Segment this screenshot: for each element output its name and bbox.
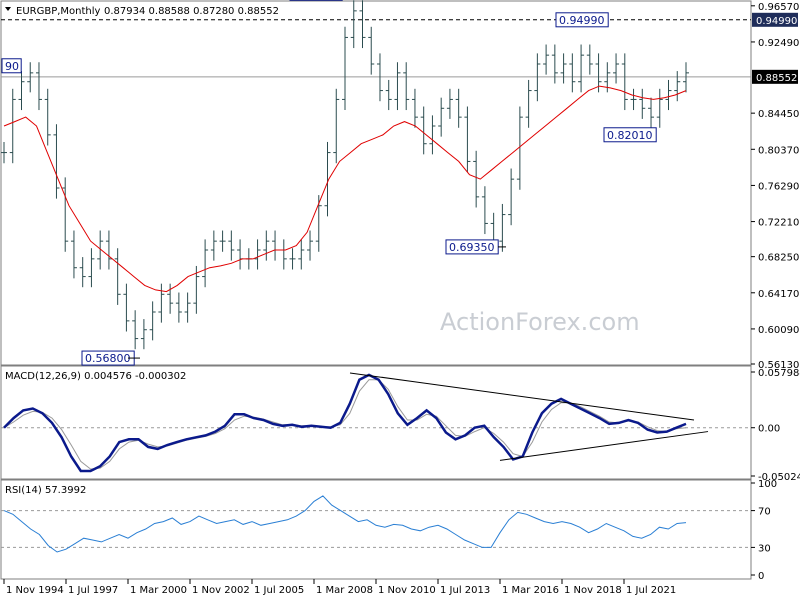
macd-layer	[1, 372, 751, 473]
date-axis-label: 1 Mar 2008	[316, 585, 373, 596]
moving-average-line	[3, 85, 687, 293]
macd-panel-frame	[0, 365, 752, 480]
price-axis-label: 0.72210	[758, 218, 799, 229]
macd-axis-label: 0.00	[758, 424, 780, 435]
price-level-label: 90	[5, 60, 19, 73]
date-axis-label: 1 Nov 1994	[6, 585, 64, 596]
macd-line	[3, 373, 687, 473]
price-level-label: 0.94990	[559, 14, 605, 27]
price-axis-label: 0.84450	[758, 109, 799, 120]
price-level-label: 0.69350	[449, 241, 495, 254]
chart-ohlc: 0.87934 0.88588 0.87280 0.88552	[104, 6, 279, 17]
date-axis-label: 1 Nov 2010	[378, 585, 436, 596]
price-level-label-box	[555, 12, 609, 28]
date-axis-label: 1 Jul 1997	[68, 585, 118, 596]
price-level-label: 0.82010	[607, 129, 653, 142]
macd-lower-trendline	[499, 431, 709, 461]
date-axis-label: 1 Jul 2021	[626, 585, 676, 596]
price-marker-label: 0.88552	[756, 73, 797, 84]
price-axis-label: 0.76290	[758, 181, 799, 192]
price-level-label-box	[603, 127, 657, 143]
price-marker-box	[752, 69, 798, 84]
price-axis-label: 0.68250	[758, 253, 799, 264]
rsi-layer	[1, 495, 751, 553]
price-axis-label: 0.64170	[758, 289, 799, 300]
price-level-label-box	[1, 58, 22, 74]
date-axis-label: 1 Jul 2013	[440, 585, 490, 596]
price-axis-label: 0.80370	[758, 145, 799, 156]
price-axis-label: 0.92490	[758, 38, 799, 49]
rsi-axis-label: 0	[758, 571, 764, 582]
date-axis-label: 1 Mar 2016	[502, 585, 559, 596]
macd-title: MACD(12,26,9) 0.004576 -0.000302	[5, 371, 186, 382]
rsi-panel-frame	[0, 479, 752, 580]
price-axis-label: 0.60090	[758, 325, 799, 336]
price-axis-label: 0.56130	[758, 360, 799, 371]
macd-upper-trendline	[349, 372, 695, 421]
watermark: ActionForex.com	[440, 308, 640, 336]
dropdown-arrow-icon[interactable]	[5, 7, 11, 11]
chart-title: EURGBP,Monthly	[16, 6, 101, 17]
date-axis-label: 1 Nov 2002	[192, 585, 250, 596]
rsi-axis-label: 30	[758, 543, 771, 554]
rsi-axis-label: 100	[758, 479, 777, 490]
date-axis-label: 1 Mar 2000	[130, 585, 187, 596]
date-axis-label: 1 Nov 2018	[564, 585, 622, 596]
price-layer	[1, 0, 751, 350]
price-axis-label: 0.96570	[758, 2, 799, 13]
rsi-title: RSI(14) 57.3992	[5, 485, 86, 496]
rsi-axis-label: 70	[758, 507, 771, 518]
macd-axis-label: 0.057984	[758, 368, 800, 379]
date-axis-label: 1 Jul 2005	[254, 585, 304, 596]
price-level-label: 0.56800	[85, 352, 131, 365]
axis-layer: 0.96570 0.92490 0.84450 0.80370 0.76290 0.722…	[3, 2, 800, 596]
price-marker-box	[752, 12, 798, 27]
price-marker-label: 0.94990	[756, 16, 797, 27]
rsi-line	[3, 495, 687, 553]
